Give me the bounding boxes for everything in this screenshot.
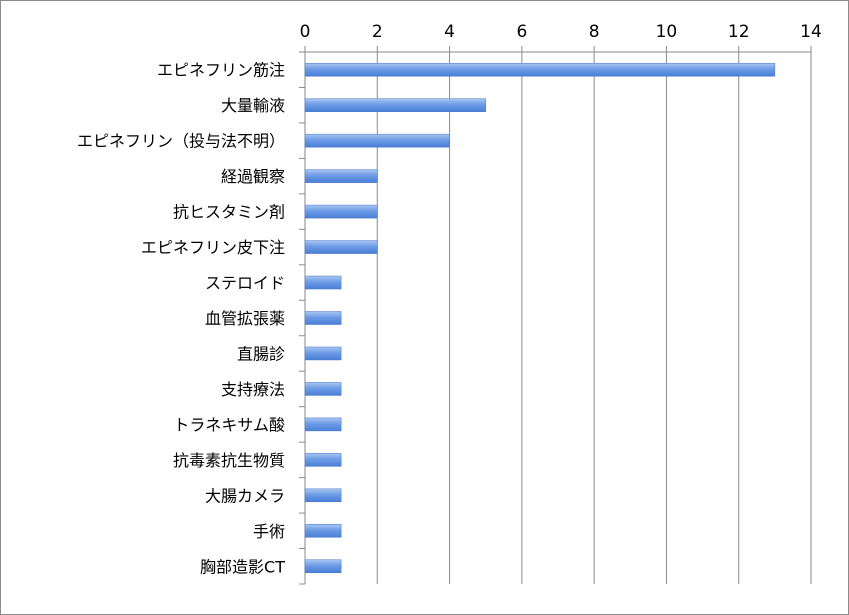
category-label: 胸部造影CT [200,557,285,576]
category-label: エピネフリン筋注 [157,61,285,80]
x-tick-label: 8 [589,22,600,42]
bar [304,240,378,254]
x-tick-label: 2 [372,22,383,42]
category-label: 大量輸液 [221,96,285,115]
bar [304,417,342,432]
bar [304,382,342,396]
bar [304,204,378,219]
category-label: エピネフリン皮下注 [141,238,285,257]
bar [304,453,342,467]
category-label: エピネフリン（投与法不明） [77,132,285,151]
bar [304,169,378,183]
x-tick-label: 10 [656,22,678,42]
bar [304,559,342,574]
category-label: 抗ヒスタミン剤 [173,203,285,222]
category-label: 抗毒素抗生物質 [173,451,285,470]
category-label: 手術 [253,522,285,541]
bar [304,98,486,112]
category-label: 経過観察 [221,167,285,186]
bar [304,275,342,290]
bar [304,133,450,148]
category-label: ステロイド [205,274,285,293]
bar [304,524,342,538]
x-tick-label: 6 [516,22,527,42]
bars [304,62,776,574]
bar [304,62,776,77]
x-tick-labels: 0 2 4 6 8 10 12 14 [300,22,822,42]
category-label: 直腸診 [237,344,285,363]
x-tick-label: 14 [800,22,822,42]
x-tick-label: 0 [300,22,311,42]
gridlines [304,46,812,584]
bar [304,346,342,361]
x-tick-label: 4 [444,22,455,42]
x-tick-label: 12 [728,22,750,42]
axes [299,51,811,585]
bar [304,311,342,325]
category-label: トラネキサム酸 [173,415,285,434]
category-label: 血管拡張薬 [205,309,285,328]
category-label: 大腸カメラ [205,486,285,505]
bar [304,488,342,503]
category-label: 支持療法 [221,380,285,399]
